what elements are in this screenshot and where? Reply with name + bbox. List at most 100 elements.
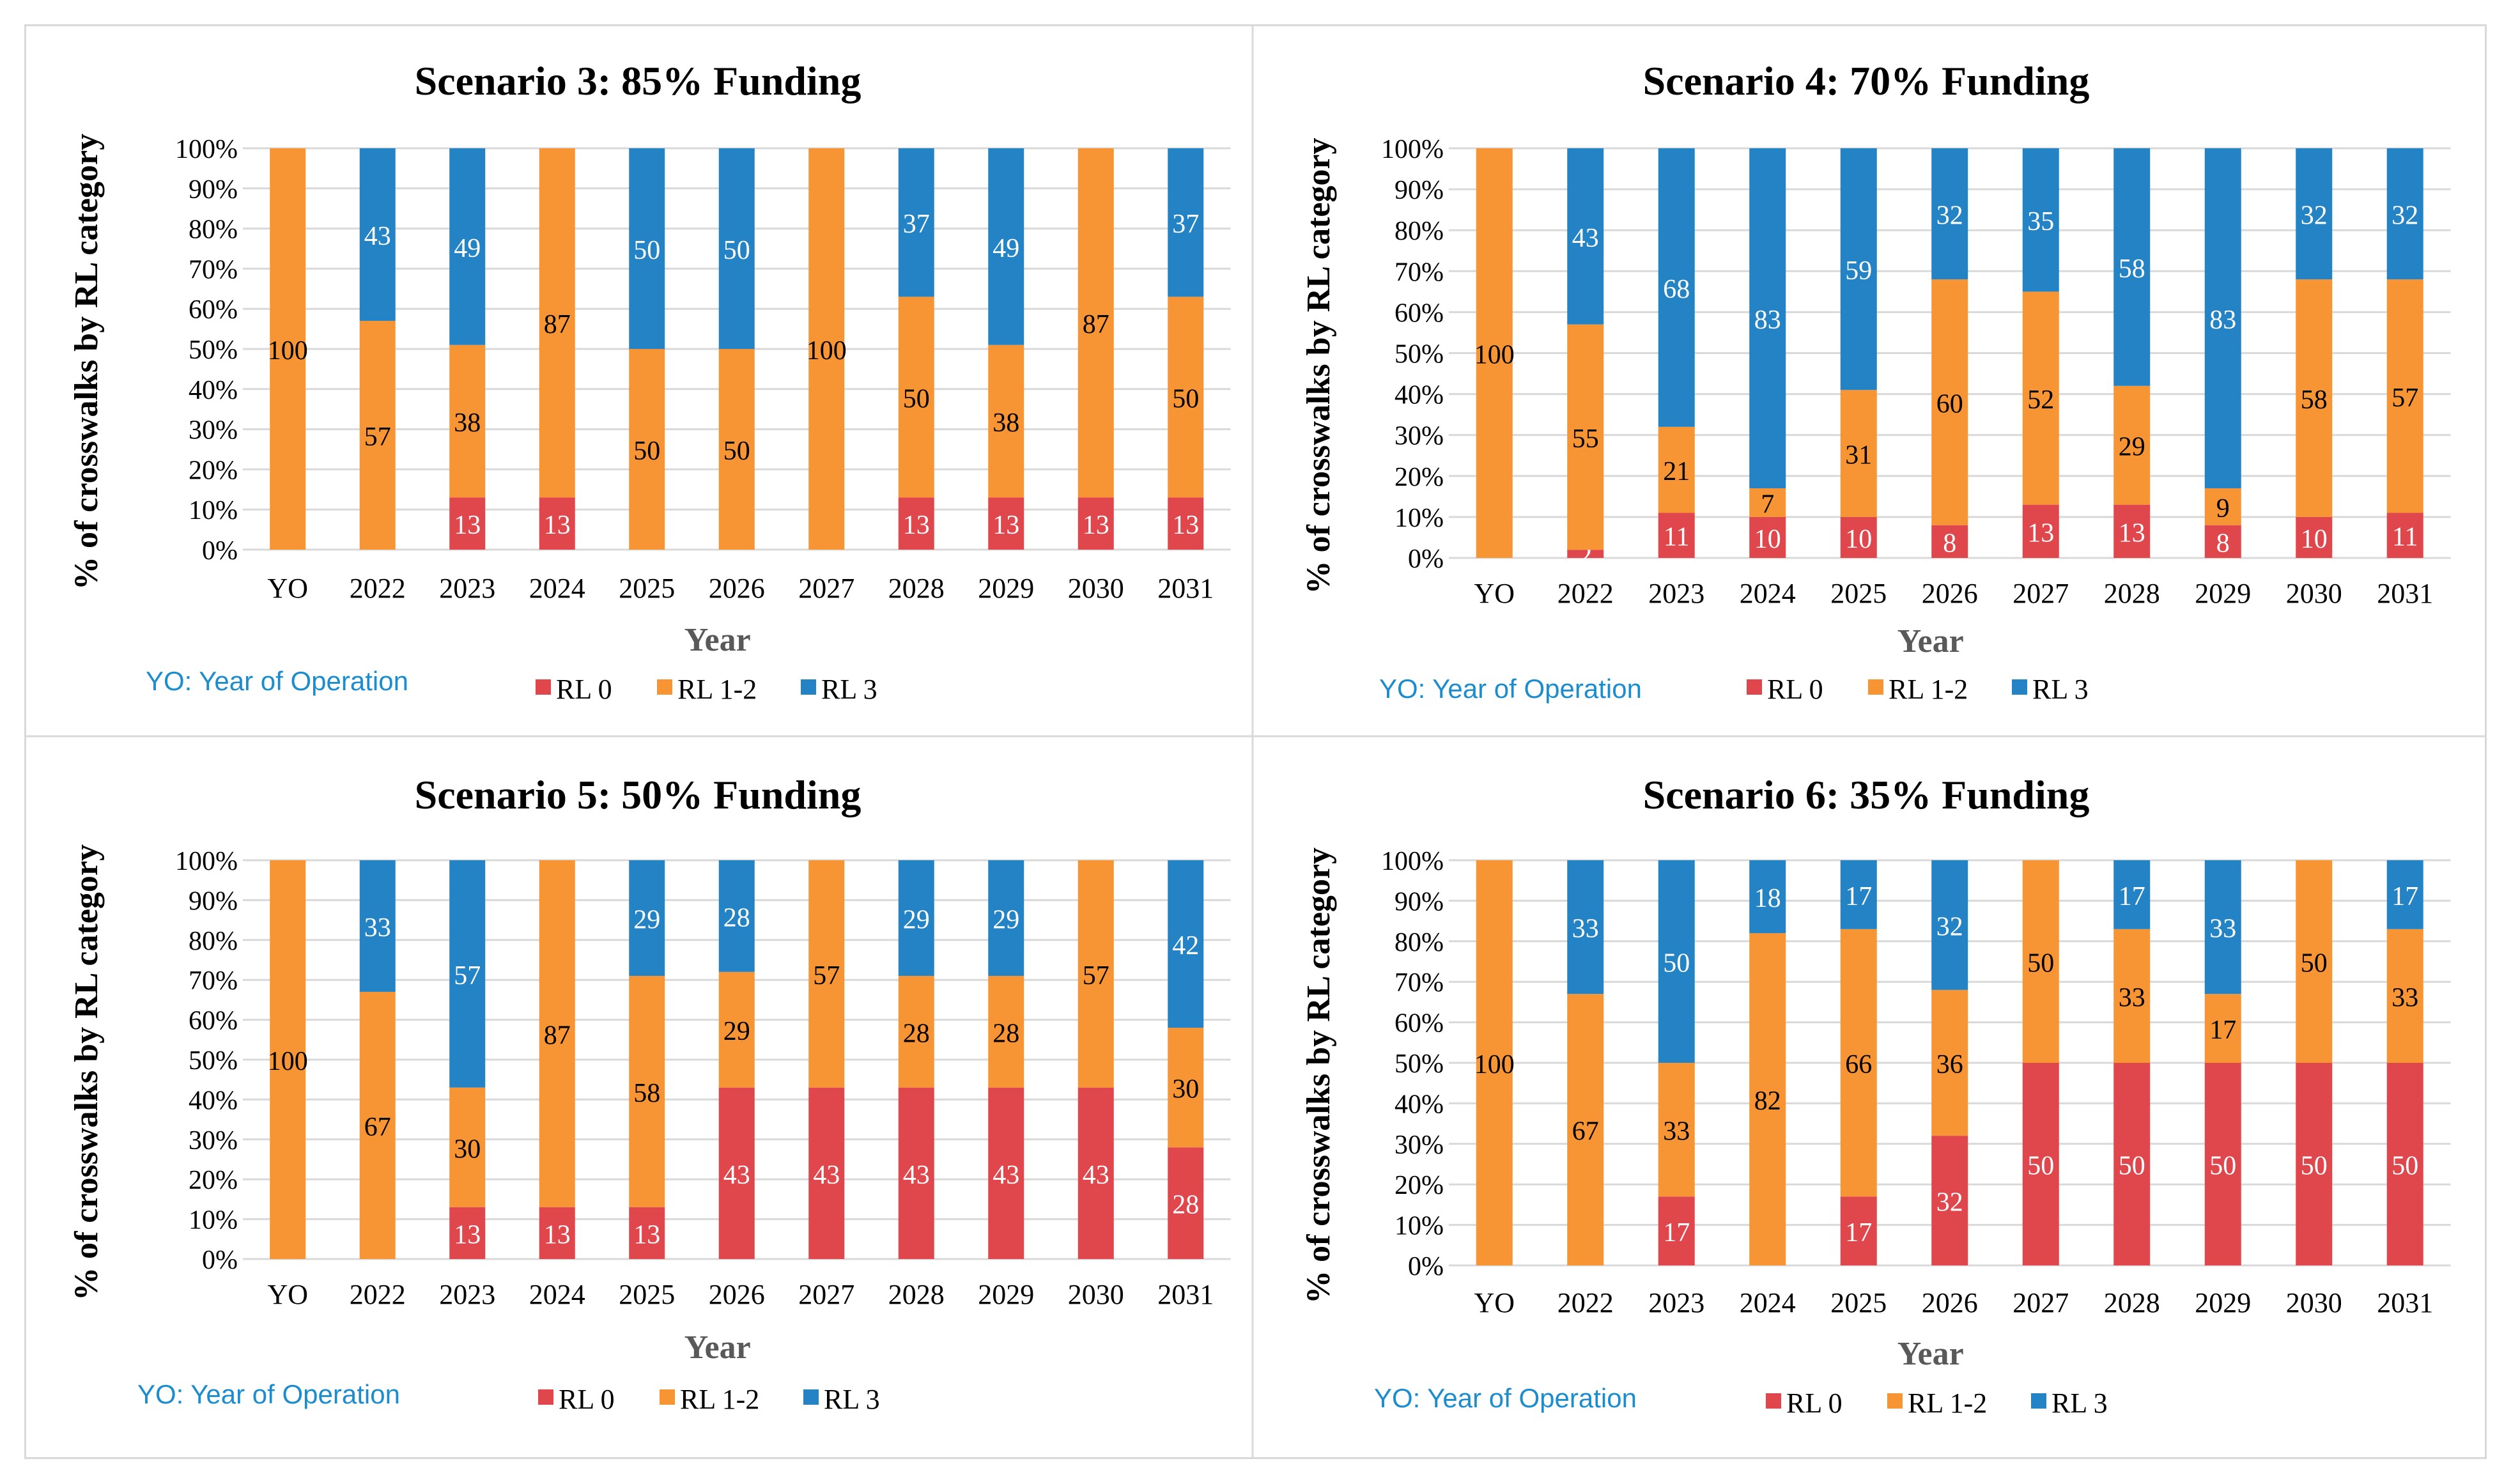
chart3-data-label: 42	[1172, 931, 1199, 961]
chart1-xtick-label: 2023	[439, 573, 495, 604]
chart4-data-label: 17	[2209, 1016, 2236, 1045]
chart2-bar-rl3	[1749, 148, 1786, 489]
panel-frame-top	[24, 24, 2487, 1459]
chart2-data-label: 7	[1761, 490, 1774, 519]
chart1-bar-rl12	[629, 349, 665, 550]
chart3-bar-rl0	[1168, 1147, 1204, 1259]
chart3-data-label: 43	[1083, 1161, 1109, 1190]
chart3-legend-label: RL 1-2	[680, 1384, 759, 1415]
chart2-data-label: 9	[2216, 494, 2230, 523]
chart2-bar-rl12	[1840, 390, 1877, 517]
chart3-data-label: 28	[1172, 1191, 1199, 1220]
chart3-data-label: 29	[633, 905, 660, 934]
chart3-ytick-label: 40%	[189, 1086, 238, 1115]
chart2-title: Scenario 4: 70% Funding	[1643, 58, 2090, 104]
chart4-ytick-label: 40%	[1395, 1090, 1444, 1119]
chart1-ytick-label: 70%	[189, 255, 238, 284]
chart4-data-label: 50	[2209, 1152, 2236, 1181]
chart3-bar-rl12	[629, 975, 665, 1207]
chart1-ytick-label: 40%	[189, 376, 238, 405]
chart4-bar-rl0	[2296, 1063, 2333, 1265]
chart2-data-label: 8	[1943, 529, 1956, 558]
chart1-ytick-label: 20%	[189, 456, 238, 485]
chart3-xtick-label: 2027	[798, 1279, 854, 1310]
chart2-data-label: 32	[1936, 201, 1963, 231]
chart1-bar-rl3	[449, 148, 486, 345]
chart1-bar-rl0	[988, 497, 1024, 550]
chart1-data-label: 50	[903, 384, 930, 414]
chart2-bar-rl12	[1476, 148, 1513, 558]
chart4-ytick-label: 80%	[1395, 928, 1444, 957]
chart4-bar-rl0	[1931, 1136, 1968, 1265]
chart3-legend-swatch-rl12	[660, 1389, 675, 1405]
chart4-ytick-label: 70%	[1395, 968, 1444, 998]
chart3-bar-rl0	[539, 1207, 575, 1259]
chart2-data-label: 10	[1845, 525, 1872, 554]
chart2-bar-rl3	[2386, 148, 2423, 280]
chart3-bar-rl3	[898, 860, 934, 976]
chart4-ytick-label: 60%	[1395, 1009, 1444, 1039]
chart1-data-label: 50	[723, 236, 750, 265]
chart4-ytick-label: 30%	[1395, 1131, 1444, 1160]
chart1-data-label: 38	[993, 408, 1019, 438]
chart2-bar-rl12	[2386, 279, 2423, 513]
chart2-xtick-label: 2029	[2195, 578, 2251, 609]
chart2-ytick-label: 50%	[1395, 340, 1444, 369]
chart1-legend-swatch-rl12	[657, 679, 672, 695]
chart4-bar-rl0	[2204, 1063, 2241, 1265]
chart2-bar-rl3	[2113, 148, 2151, 386]
chart3-data-label: 29	[723, 1017, 750, 1046]
chart3-bar-rl12	[988, 975, 1024, 1088]
chart4-ytick-label: 0%	[1408, 1252, 1444, 1281]
chart1-yaxis-title: % of crosswalks by RL category	[68, 134, 105, 590]
chart4-xtick-label: 2025	[1830, 1287, 1887, 1318]
chart2-ytick-label: 90%	[1395, 176, 1444, 205]
chart2-data-label: 58	[2119, 254, 2145, 284]
chart1-data-label: 13	[903, 511, 930, 540]
chart1-bar-rl3	[898, 148, 934, 297]
chart3-bar-rl12	[718, 971, 755, 1088]
chart3-data-label: 30	[454, 1134, 481, 1164]
chart1-bar-rl0	[1168, 497, 1204, 550]
chart4-bar-rl0	[1658, 1196, 1695, 1265]
chart4-xtick-label: 2031	[2377, 1287, 2433, 1318]
chart2-note: YO: Year of Operation	[1379, 674, 1642, 704]
chart2-xtick-label: 2024	[1740, 578, 1796, 609]
chart4-bar-rl3	[1931, 860, 1968, 990]
chart2-bar-rl0	[2296, 516, 2333, 558]
chart2-bar-rl3	[1840, 148, 1877, 390]
chart3-data-label: 43	[813, 1161, 840, 1190]
chart1-data-label: 50	[633, 236, 660, 265]
chart4-xtick-label: 2022	[1557, 1287, 1614, 1318]
chart1-bar-rl3	[359, 148, 396, 321]
chart1-bar-rl12	[449, 344, 486, 498]
chart1-data-label: 13	[454, 511, 481, 540]
chart2-bar-rl3	[1658, 148, 1695, 427]
chart1-data-label: 13	[544, 511, 571, 540]
chart3-bar-rl12	[898, 975, 934, 1088]
chart1-bar-rl12	[1078, 148, 1114, 498]
chart2-bar-rl12	[1658, 426, 1695, 513]
chart2-data-label: 83	[2209, 305, 2236, 335]
chart3-data-label: 57	[454, 961, 481, 991]
chart2-xaxis-title: Year	[1897, 623, 1964, 660]
chart2-data-label: 31	[1845, 441, 1872, 470]
chart2-xtick-label: 2027	[2013, 578, 2069, 609]
chart1-data-label: 49	[454, 234, 481, 263]
chart3-data-label: 13	[544, 1220, 571, 1249]
chart1-bar-rl12	[898, 297, 934, 498]
chart3-legend-label: RL 3	[824, 1384, 880, 1415]
chart2-ytick-label: 20%	[1395, 463, 1444, 492]
chart4-title: Scenario 6: 35% Funding	[1643, 772, 2090, 817]
chart1-ytick-label: 80%	[189, 215, 238, 245]
chart1-data-label: 100	[807, 336, 847, 366]
chart1-bar-rl0	[898, 497, 934, 550]
chart4-data-label: 50	[2119, 1152, 2145, 1181]
chart3-legend-swatch-rl3	[803, 1389, 819, 1405]
chart3-bar-rl0	[988, 1087, 1024, 1259]
chart1-xtick-label: 2022	[350, 573, 406, 604]
chart3-xtick-label: 2022	[350, 1279, 406, 1310]
chart1-ytick-label: 10%	[189, 496, 238, 525]
chart3-data-label: 100	[268, 1047, 308, 1076]
chart4-data-label: 33	[1572, 915, 1599, 944]
